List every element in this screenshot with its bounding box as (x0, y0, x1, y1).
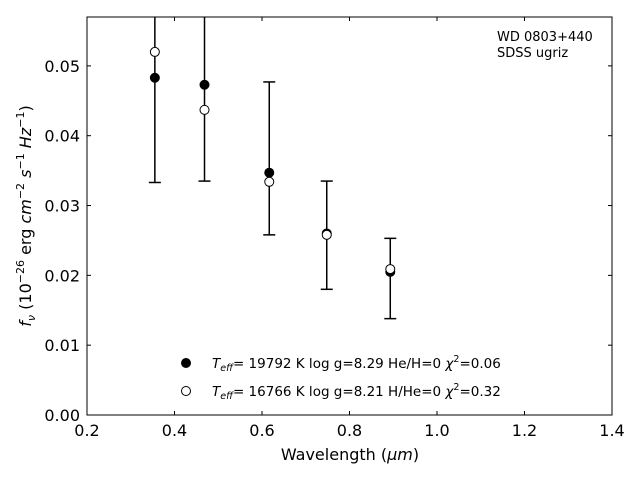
y-axis-ticks: 0.00 0.01 0.02 0.03 0.04 0.05 (44, 57, 612, 425)
annotation-object: WD 0803+440 (497, 30, 593, 45)
legend-marker-filled (181, 358, 191, 368)
y-axis-label: fν (10−26 erg cm−2 s−1 Hz−1) (14, 105, 38, 326)
x-tick-label-0: 0.2 (74, 421, 99, 440)
legend-label-filled: Teff= 19792 K log g=8.29 He/H=0 χ2=0.06 (212, 354, 501, 374)
point-open-1 (199, 104, 210, 115)
point-filled-2 (264, 167, 275, 178)
legend: Teff= 19792 K log g=8.29 He/H=0 χ2=0.06 … (181, 354, 501, 402)
y-tick-label-1: 0.01 (44, 336, 80, 355)
x-tick-label-5: 1.2 (512, 421, 537, 440)
y-tick-label-2: 0.02 (44, 266, 80, 285)
point-open-4 (385, 264, 396, 275)
point-open-2 (264, 176, 275, 187)
legend-marker-open (181, 386, 191, 396)
annotation-survey: SDSS ugriz (497, 46, 568, 61)
x-tick-label-3: 0.8 (337, 421, 362, 440)
y-tick-label-5: 0.05 (44, 57, 80, 76)
point-open-0 (149, 46, 160, 57)
legend-label-open: Teff= 16766 K log g=8.21 H/He=0 χ2=0.32 (212, 382, 501, 402)
plot-frame (86, 16, 613, 416)
point-open-3 (321, 229, 332, 240)
y-tick-label-4: 0.04 (44, 127, 80, 146)
data-markers (149, 46, 396, 277)
plot-area (87, 17, 612, 415)
point-filled-0 (149, 72, 160, 83)
point-filled-1 (199, 79, 210, 90)
x-axis-label: Wavelength (μm) (281, 445, 419, 464)
x-tick-label-4: 1.0 (424, 421, 449, 440)
y-tick-label-0: 0.00 (44, 406, 80, 425)
x-axis-ticks: 0.2 0.4 0.6 0.8 1.0 1.2 1.4 (74, 17, 625, 440)
x-tick-label-1: 0.4 (162, 421, 187, 440)
x-tick-label-6: 1.4 (599, 421, 624, 440)
y-tick-label-3: 0.03 (44, 197, 80, 216)
x-tick-label-2: 0.6 (249, 421, 274, 440)
